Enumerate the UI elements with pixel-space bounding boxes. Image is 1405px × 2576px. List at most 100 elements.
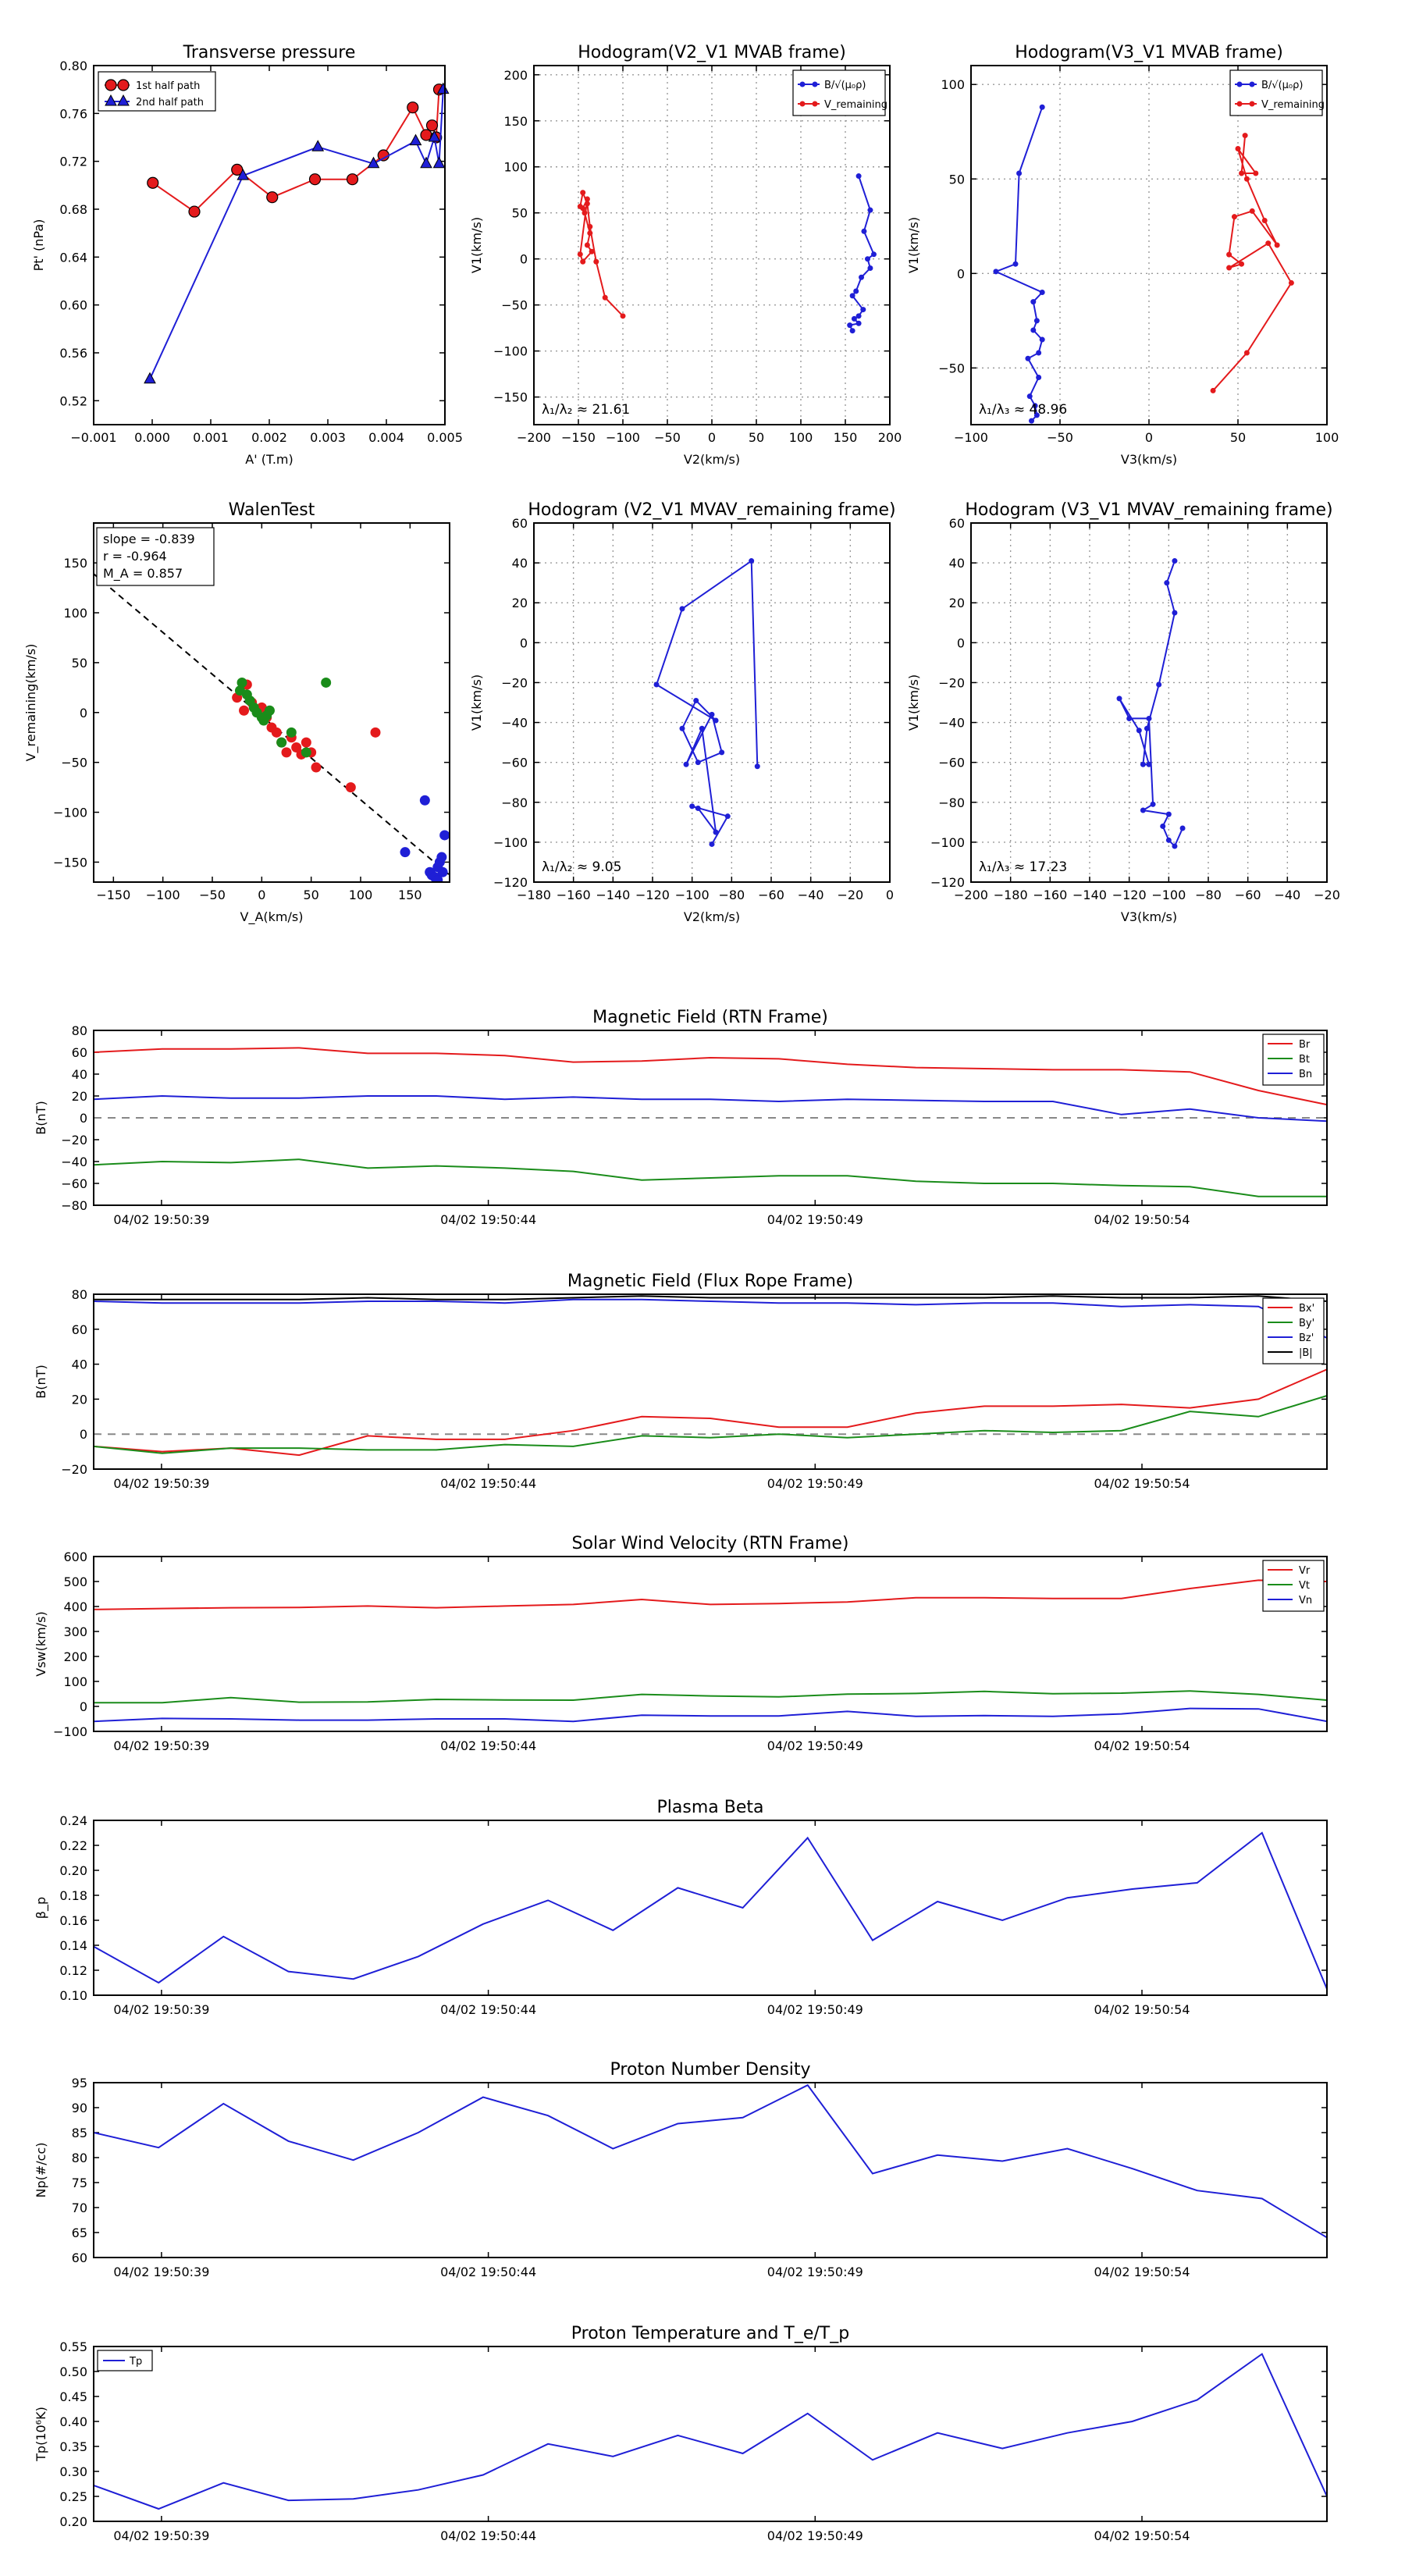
data-point [264, 705, 275, 716]
data-point [1179, 825, 1186, 831]
y-tick-label: −60 [61, 1176, 87, 1191]
y-tick-label: 0.68 [59, 202, 87, 217]
data-point [432, 156, 446, 169]
data-point [713, 717, 719, 724]
data-point [1231, 214, 1237, 220]
data-point [301, 747, 311, 758]
y-tick-label: 150 [63, 556, 87, 571]
y-tick-label: 0.25 [59, 2489, 87, 2504]
y-tick-label: 100 [503, 160, 528, 175]
axis-frame [93, 1556, 1328, 1732]
legend-marker [1249, 81, 1255, 87]
legend-label: B/√(μ₀ρ) [824, 80, 866, 91]
x-tick-label: −120 [635, 888, 670, 902]
x-tick-label: −200 [517, 430, 551, 445]
x-tick-label: −150 [96, 888, 130, 902]
data-point [370, 727, 381, 738]
chart-title: Hodogram (V2_V1 MVAV_remaining frame) [528, 500, 895, 520]
y-tick-label: 0.45 [59, 2389, 87, 2404]
data-point [695, 760, 701, 766]
y-tick-label: 0.56 [59, 346, 87, 361]
x-axis-label: V3(km/s) [1121, 909, 1177, 924]
y-axis-label: β_p [34, 1897, 49, 1919]
data-point [321, 677, 332, 688]
y-tick-label: 0.16 [59, 1913, 87, 1928]
data-point [580, 258, 586, 265]
data-point [749, 558, 755, 564]
data-point [400, 847, 411, 858]
y-tick-label: −20 [61, 1462, 87, 1477]
data-point [1039, 104, 1045, 110]
data-point [1288, 279, 1294, 286]
chart-h3: −180 −160 −140 −120 −100 −80 −60 −40 −20 0 −120 −10… [469, 500, 896, 924]
y-tick-label: 60 [949, 516, 965, 531]
y-tick-label: 0.40 [59, 2414, 87, 2429]
data-point [582, 210, 588, 216]
data-point [1036, 374, 1042, 380]
x-tick-label: −0.001 [70, 430, 116, 445]
eigen-ratio: λ₁/λ₂ ≈ 21.61 [542, 402, 630, 418]
data-point [993, 269, 999, 275]
data-point [1239, 261, 1245, 267]
legend-label: 2nd half path [136, 97, 204, 109]
x-tick-label: 100 [789, 430, 813, 445]
time-tick-label: 04/02 19:50:49 [767, 1738, 863, 1753]
y-tick-label: 0.55 [59, 2339, 87, 2354]
y-tick-label: 200 [63, 1649, 87, 1664]
time-tick-label: 04/02 19:50:54 [1094, 1212, 1190, 1227]
x-tick-label: 0.004 [368, 430, 404, 445]
legend-label: |B| [1299, 1347, 1313, 1359]
time-tick-label: 04/02 19:50:44 [440, 1738, 536, 1753]
series-Tp [94, 2353, 1327, 2510]
legend: Tp [97, 2350, 153, 2371]
x-tick-label: −80 [718, 888, 745, 902]
y-tick-label: 60 [72, 2250, 87, 2265]
x-tick-label: −100 [675, 888, 710, 902]
data-point [436, 82, 450, 94]
y-tick-label: −150 [53, 855, 87, 870]
data-point [847, 322, 853, 329]
x-tick-label: −140 [596, 888, 630, 902]
x-tick-label: 0 [1145, 430, 1153, 445]
time-tick-label: 04/02 19:50:49 [767, 1212, 863, 1227]
x-axis-label: A' (T.m) [245, 452, 293, 467]
legend-label: Vr [1299, 1565, 1311, 1577]
legend: Vr Vt Vn [1262, 1560, 1325, 1612]
legend-label: Bz' [1299, 1332, 1314, 1344]
data-point [584, 196, 590, 202]
data-point [311, 140, 325, 151]
y-tick-label: −20 [501, 675, 528, 690]
time-tick-label: 04/02 19:50:54 [1094, 2528, 1190, 2543]
x-tick-label: −50 [654, 430, 681, 445]
data-point [1156, 681, 1162, 688]
legend-marker [1236, 101, 1243, 107]
y-axis-label: V_remaining(km/s) [23, 644, 39, 762]
data-point [587, 223, 593, 229]
legend-marker [812, 81, 818, 87]
data-point [419, 795, 430, 806]
time-tick-label: 04/02 19:50:39 [113, 1476, 209, 1491]
y-tick-label: 40 [72, 1067, 87, 1082]
data-point [1030, 327, 1037, 333]
x-tick-label: −160 [557, 888, 591, 902]
x-tick-label: −40 [1274, 888, 1300, 902]
x-tick-label: −20 [1314, 888, 1340, 902]
chart-title: Hodogram(V2_V1 MVAB frame) [578, 43, 846, 62]
x-tick-label: 0.005 [427, 430, 463, 445]
legend-marker [105, 94, 117, 106]
data-point [420, 156, 432, 169]
data-point [587, 230, 593, 237]
data-point [713, 829, 719, 835]
legend-label: Bx' [1299, 1303, 1314, 1315]
data-point [1235, 146, 1241, 152]
data-point [144, 372, 156, 384]
y-tick-label: 0.60 [59, 298, 87, 313]
data-point [1012, 261, 1019, 267]
y-tick-label: 40 [949, 556, 965, 571]
stats-box: slope = -0.839 r = -0.964 M_A = 0.857 [96, 527, 215, 586]
y-tick-label: −120 [930, 875, 965, 890]
y-tick-label: 200 [503, 68, 528, 83]
y-tick-label: −20 [938, 675, 965, 690]
data-point [367, 156, 380, 169]
time-tick-label: 04/02 19:50:44 [440, 2265, 536, 2279]
